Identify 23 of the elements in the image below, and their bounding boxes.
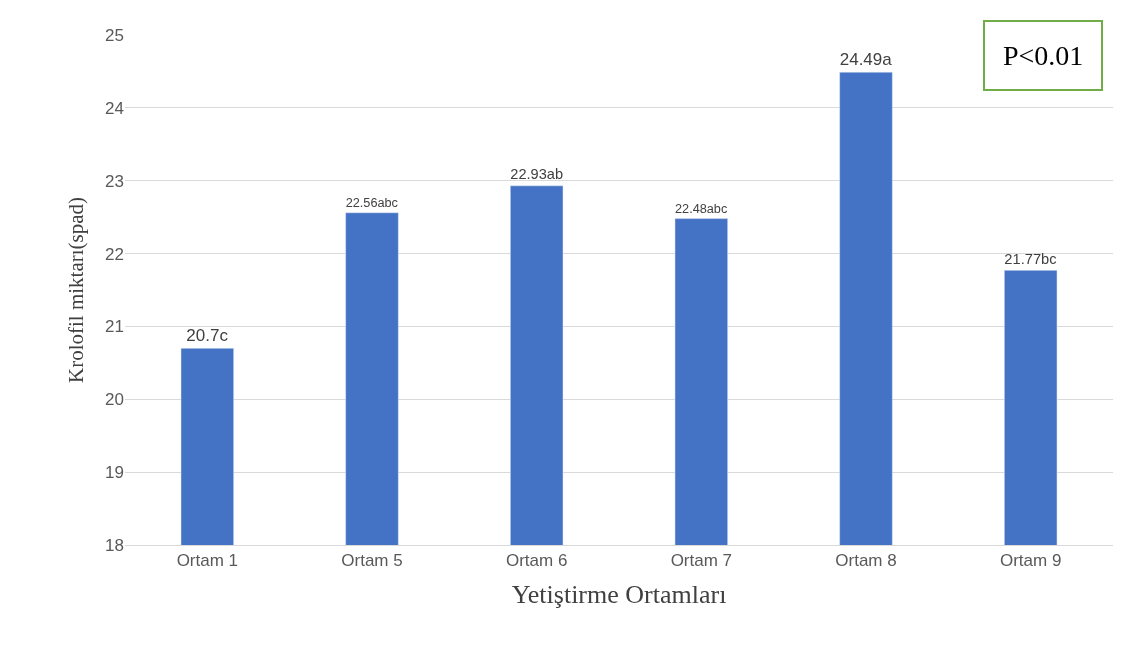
y-tick-label: 18 — [105, 535, 124, 555]
annotation: P<0.01 — [1003, 40, 1084, 71]
x-axis-title: Yetiştirme Ortamları — [511, 580, 727, 610]
y-tick-label: 21 — [105, 317, 124, 337]
y-tick-label: 19 — [105, 463, 124, 483]
data-label: 22.56abc — [345, 194, 399, 210]
data-label: 22.48abc — [675, 200, 728, 216]
y-tick-label: 23 — [105, 171, 124, 191]
x-tick-label: Ortam 5 — [341, 551, 403, 571]
x-tick-label: Ortam 1 — [176, 551, 239, 571]
x-tick-label: Ortam 6 — [505, 551, 568, 571]
y-tick-label: 20 — [105, 390, 124, 410]
x-tick-label: Ortam 7 — [670, 551, 733, 571]
y-tick-label: 24 — [105, 98, 124, 118]
data-label: 21.77bc — [1004, 250, 1057, 267]
y-axis-title: Krolofil miktarı(spad) — [64, 196, 89, 384]
data-label: 24.49a — [839, 50, 893, 70]
x-tick-label: Ortam 8 — [835, 551, 897, 571]
y-tick-label: 22 — [105, 244, 124, 264]
x-tick-label: Ortam 9 — [999, 551, 1062, 571]
y-tick-label: 25 — [105, 25, 124, 45]
data-label: 20.7c — [186, 326, 229, 346]
data-label: 22.93ab — [510, 166, 563, 183]
